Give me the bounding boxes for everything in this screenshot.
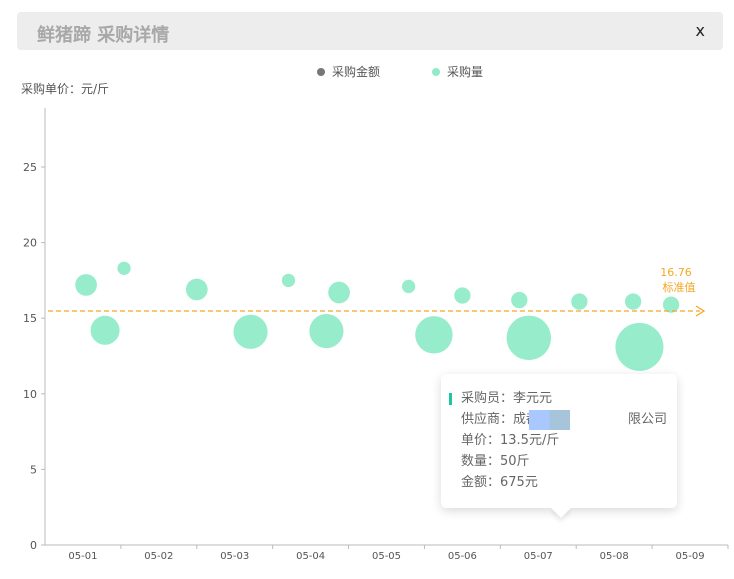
bubble-point <box>415 316 453 354</box>
bubble-point <box>506 315 552 361</box>
bubble-point <box>615 322 664 371</box>
y-axis-label: 采购单价：元/斤 <box>21 82 110 96</box>
y-tick-label: 10 <box>23 388 37 401</box>
bubble-point <box>328 281 350 304</box>
x-tick-label: 05-02 <box>144 551 173 562</box>
tooltip: 采购员：李元元 供应商：成都 限公司 单价：13.5元/斤 数量：50斤 金额：… <box>441 374 677 518</box>
tooltip-supplier: 供应商：成都 <box>461 410 539 430</box>
x-tick-label: 05-04 <box>296 551 325 562</box>
y-tick-label: 5 <box>30 463 37 476</box>
legend-label: 采购量 <box>447 65 484 79</box>
dialog-header: 鲜猪蹄 采购详情 x <box>17 12 723 50</box>
x-tick-label: 05-01 <box>68 551 97 562</box>
tooltip-buyer: 采购员：李元元 <box>461 391 553 406</box>
bubble-point <box>281 273 296 288</box>
y-tick-label: 20 <box>23 237 37 250</box>
y-tick-label: 25 <box>23 161 37 174</box>
bubble-point <box>75 274 97 296</box>
x-tick-label: 05-09 <box>676 551 705 562</box>
series-marker <box>449 393 452 405</box>
dialog-title: 鲜猪蹄 采购详情 <box>37 25 170 46</box>
legend-dot-icon <box>432 67 440 76</box>
tooltip-price: 单价：13.5元/斤 <box>461 433 560 448</box>
x-tick-label: 05-06 <box>448 551 477 562</box>
x-tick-label: 05-03 <box>220 551 249 562</box>
bubble-point <box>454 287 471 304</box>
bubble-point <box>117 261 131 275</box>
tooltip-supplier-suffix: 限公司 <box>628 412 668 427</box>
x-tick-label: 05-07 <box>524 551 553 562</box>
bubble-point <box>233 314 268 349</box>
bubble-point <box>401 279 416 294</box>
x-tick-label: 05-05 <box>372 551 401 562</box>
markline-value: 16.76 <box>660 266 692 279</box>
bubble-point <box>624 293 642 310</box>
legend-item-quantity[interactable]: 采购量 <box>432 63 483 80</box>
redacted-block <box>529 410 570 430</box>
legend-label: 采购金额 <box>332 65 381 79</box>
bubble-point <box>571 293 588 310</box>
bubble-point <box>511 291 528 309</box>
supplier-prefix: 供应商：成都 <box>461 412 540 427</box>
legend-item-amount[interactable]: 采购金额 <box>317 63 380 80</box>
bubble-point <box>185 278 208 301</box>
y-tick-label: 15 <box>23 312 37 325</box>
bubble-point <box>90 315 120 345</box>
y-tick-label: 0 <box>30 539 37 552</box>
legend-dot-icon <box>317 67 325 76</box>
arrow-icon <box>695 305 706 317</box>
x-tick-label: 05-08 <box>600 551 629 562</box>
bubble-point <box>309 313 344 349</box>
close-button[interactable]: x <box>695 21 705 40</box>
bubble-point <box>662 296 680 313</box>
tooltip-amount: 金额：675元 <box>461 475 538 490</box>
tooltip-qty: 数量：50斤 <box>461 454 530 469</box>
markline-label: 标准值 <box>663 280 696 294</box>
